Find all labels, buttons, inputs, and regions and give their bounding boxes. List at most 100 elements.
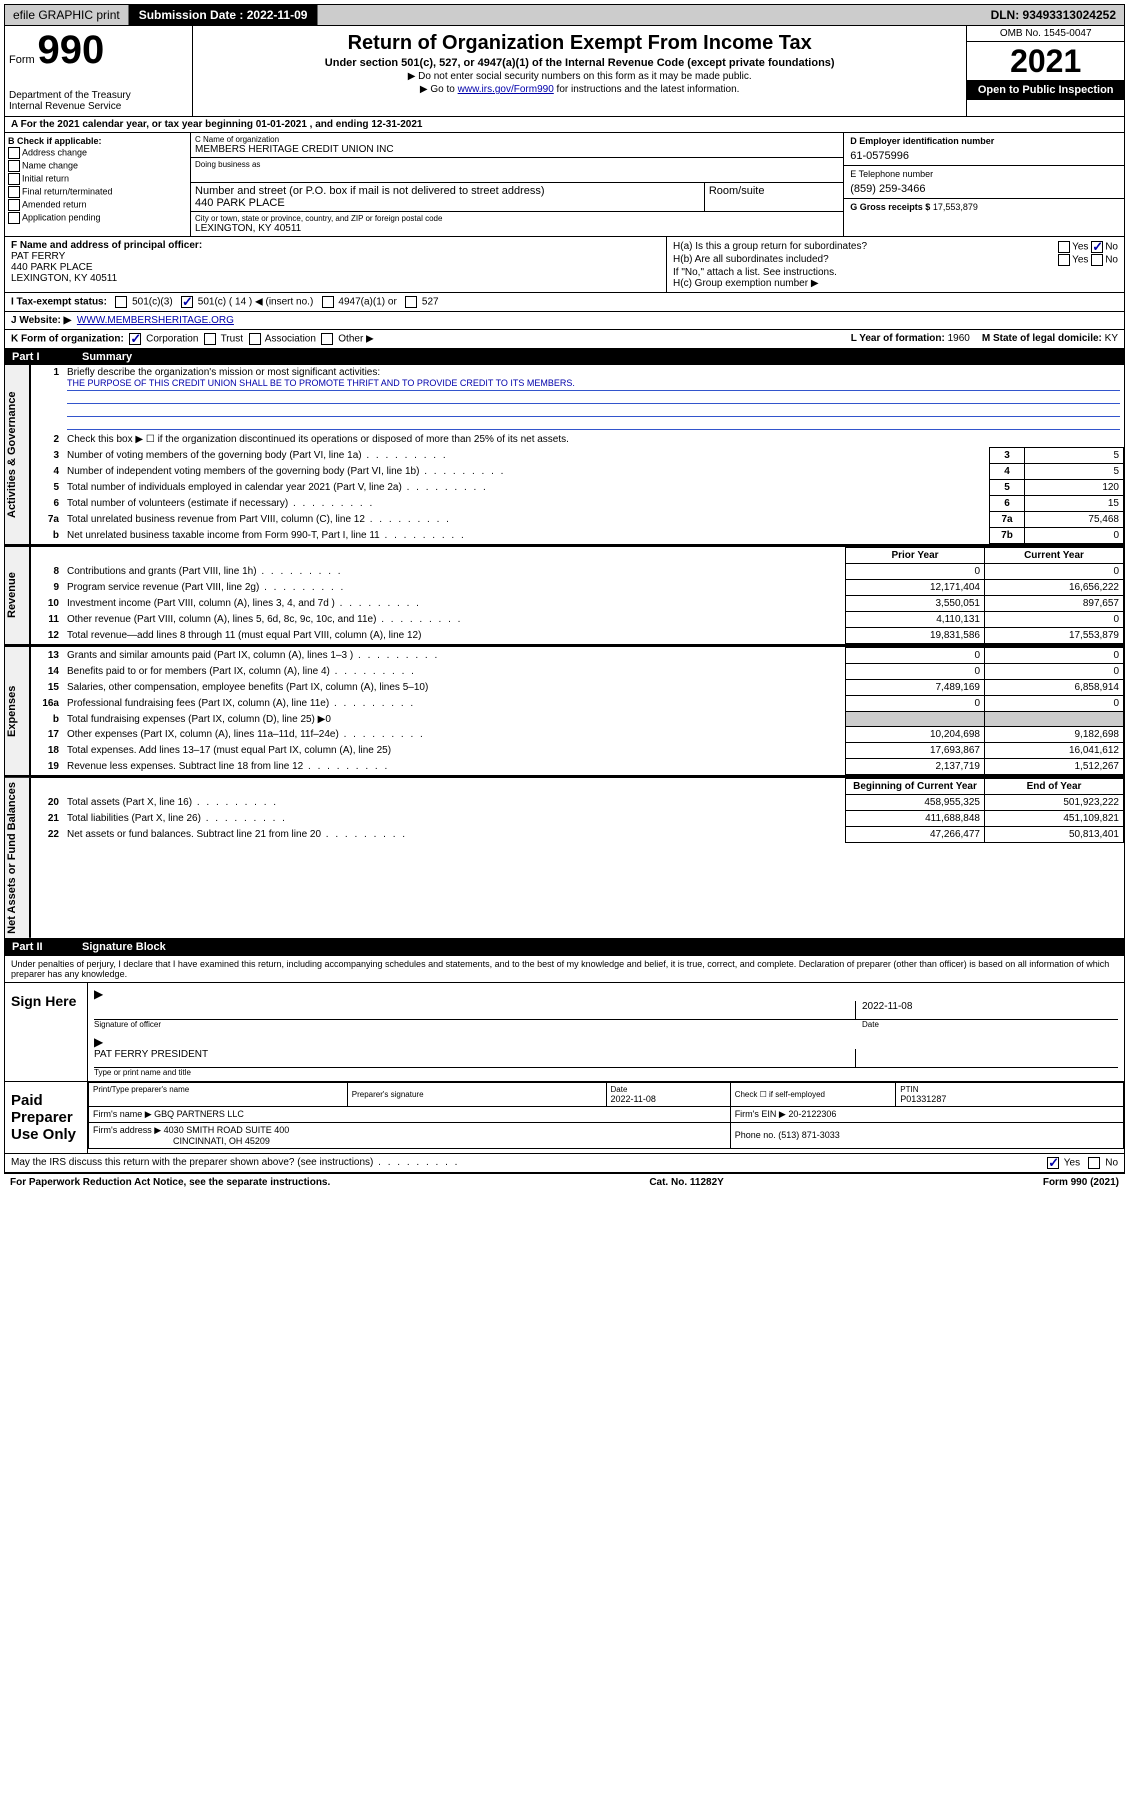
line22: Net assets or fund balances. Subtract li… — [63, 827, 846, 843]
gross-label: G Gross receipts $ — [850, 202, 930, 212]
hb-note: If "No," attach a list. See instructions… — [673, 267, 1118, 278]
opt-corporation[interactable]: Corporation — [146, 334, 198, 345]
footer-right: Form 990 (2021) — [1043, 1177, 1119, 1188]
line2: Check this box ▶ ☐ if the organization d… — [63, 432, 1124, 448]
check-initial-return[interactable]: Initial return — [8, 173, 187, 185]
line22-prior: 47,266,477 — [846, 827, 985, 843]
line13-prior: 0 — [846, 648, 985, 664]
line8-prior: 0 — [846, 564, 985, 580]
mission-text: THE PURPOSE OF THIS CREDIT UNION SHALL B… — [67, 378, 1120, 391]
efile-label: efile GRAPHIC print — [5, 5, 129, 25]
website-link[interactable]: WWW.MEMBERSHERITAGE.ORG — [77, 315, 234, 326]
phone-label: E Telephone number — [850, 169, 1118, 179]
check-self-employed[interactable]: Check ☐ if self-employed — [735, 1090, 892, 1099]
prep-name-label: Print/Type preparer's name — [93, 1085, 343, 1094]
check-application-pending[interactable]: Application pending — [8, 212, 187, 224]
submission-date-button[interactable]: Submission Date : 2022-11-09 — [129, 5, 319, 25]
side-net: Net Assets or Fund Balances — [5, 778, 31, 938]
hdr-prior: Prior Year — [846, 548, 985, 564]
col-b-label: B Check if applicable: — [8, 136, 187, 146]
line9-prior: 12,171,404 — [846, 580, 985, 596]
line3: Number of voting members of the governin… — [63, 448, 990, 464]
hdr-curr: Current Year — [985, 548, 1124, 564]
opt-4947[interactable]: 4947(a)(1) or — [338, 297, 396, 308]
form-note-2: ▶ Go to www.irs.gov/Form990 for instruct… — [199, 84, 960, 95]
officer-name-title: PAT FERRY PRESIDENT — [94, 1049, 855, 1067]
line14: Benefits paid to or for members (Part IX… — [63, 664, 846, 680]
officer-addr1: 440 PARK PLACE — [11, 262, 660, 273]
line14-prior: 0 — [846, 664, 985, 680]
opt-association[interactable]: Association — [265, 334, 316, 345]
form-label: Form — [9, 54, 35, 66]
line3-val: 5 — [1025, 448, 1124, 464]
col-c-org-info: C Name of organization MEMBERS HERITAGE … — [191, 133, 843, 236]
addr-value: 440 PARK PLACE — [195, 197, 700, 209]
year-box: OMB No. 1545-0047 2021 Open to Public In… — [966, 26, 1124, 116]
row-j-website: J Website: ▶ WWW.MEMBERSHERITAGE.ORG — [4, 312, 1125, 330]
dept-label: Department of the Treasury Internal Reve… — [9, 90, 188, 112]
line10: Investment income (Part VIII, column (A)… — [63, 596, 846, 612]
officer-name: PAT FERRY — [11, 251, 660, 262]
opt-trust[interactable]: Trust — [221, 334, 243, 345]
website-label: J Website: ▶ — [11, 315, 71, 326]
opt-501c[interactable]: 501(c) ( 14 ) ◀ (insert no.) — [198, 297, 314, 308]
firm-name-label: Firm's name ▶ — [93, 1109, 152, 1119]
line20-curr: 501,923,222 — [985, 795, 1124, 811]
row-k-form-org: K Form of organization: Corporation Trus… — [4, 330, 1125, 349]
firm-ein: 20-2122306 — [788, 1109, 836, 1119]
ein-value: 61-0575996 — [850, 146, 1118, 162]
prep-date: 2022-11-08 — [611, 1094, 726, 1104]
line16a-curr: 0 — [985, 696, 1124, 712]
ein-label: D Employer identification number — [850, 136, 1118, 146]
line16b: Total fundraising expenses (Part IX, col… — [63, 712, 846, 727]
prep-date-label: Date — [611, 1085, 726, 1094]
tax-status-label: I Tax-exempt status: — [11, 297, 107, 308]
hb-label: H(b) Are all subordinates included? — [673, 254, 829, 266]
officer-label: F Name and address of principal officer: — [11, 240, 660, 251]
line15-curr: 6,858,914 — [985, 680, 1124, 696]
line22-curr: 50,813,401 — [985, 827, 1124, 843]
opt-527[interactable]: 527 — [422, 297, 439, 308]
line8-curr: 0 — [985, 564, 1124, 580]
side-revenue: Revenue — [5, 547, 31, 644]
line7a-val: 75,468 — [1025, 512, 1124, 528]
line5: Total number of individuals employed in … — [63, 480, 990, 496]
part2-title: Signature Block — [82, 941, 166, 953]
page-footer: For Paperwork Reduction Act Notice, see … — [4, 1173, 1125, 1191]
side-expenses: Expenses — [5, 647, 31, 775]
part1-num: Part I — [12, 351, 82, 363]
line4: Number of independent voting members of … — [63, 464, 990, 480]
irs-link[interactable]: www.irs.gov/Form990 — [458, 84, 554, 95]
firm-ein-label: Firm's EIN ▶ — [735, 1109, 786, 1119]
line11-prior: 4,110,131 — [846, 612, 985, 628]
form-note-1: ▶ Do not enter social security numbers o… — [199, 71, 960, 82]
prep-sig-label: Preparer's signature — [352, 1090, 602, 1099]
form-org-label: K Form of organization: — [11, 334, 124, 345]
check-final-return[interactable]: Final return/terminated — [8, 186, 187, 198]
net-hdr-prior: Beginning of Current Year — [846, 779, 985, 795]
line19: Revenue less expenses. Subtract line 18 … — [63, 759, 846, 775]
check-amended-return[interactable]: Amended return — [8, 199, 187, 211]
footer-mid: Cat. No. 11282Y — [649, 1177, 723, 1188]
line13-curr: 0 — [985, 648, 1124, 664]
note2-pre: ▶ Go to — [420, 84, 458, 95]
ha-label: H(a) Is this a group return for subordin… — [673, 241, 867, 253]
line16a-prior: 0 — [846, 696, 985, 712]
opt-other[interactable]: Other ▶ — [338, 334, 373, 345]
line16a: Professional fundraising fees (Part IX, … — [63, 696, 846, 712]
ptin-value: P01331287 — [900, 1094, 1119, 1104]
check-name-change[interactable]: Name change — [8, 160, 187, 172]
opt-501c3[interactable]: 501(c)(3) — [132, 297, 173, 308]
line17-prior: 10,204,698 — [846, 727, 985, 743]
sig-officer-label: Signature of officer — [94, 1020, 856, 1029]
sig-date: 2022-11-08 — [855, 1001, 1118, 1019]
check-address-change[interactable]: Address change — [8, 147, 187, 159]
part1-header: Part I Summary — [4, 349, 1125, 365]
line12-prior: 19,831,586 — [846, 628, 985, 644]
line21-curr: 451,109,821 — [985, 811, 1124, 827]
firm-addr2: CINCINNATI, OH 45209 — [93, 1136, 726, 1146]
addr-label: Number and street (or P.O. box if mail i… — [195, 185, 700, 197]
line21: Total liabilities (Part X, line 26) — [63, 811, 846, 827]
line6: Total number of volunteers (estimate if … — [63, 496, 990, 512]
ptin-label: PTIN — [900, 1085, 1119, 1094]
